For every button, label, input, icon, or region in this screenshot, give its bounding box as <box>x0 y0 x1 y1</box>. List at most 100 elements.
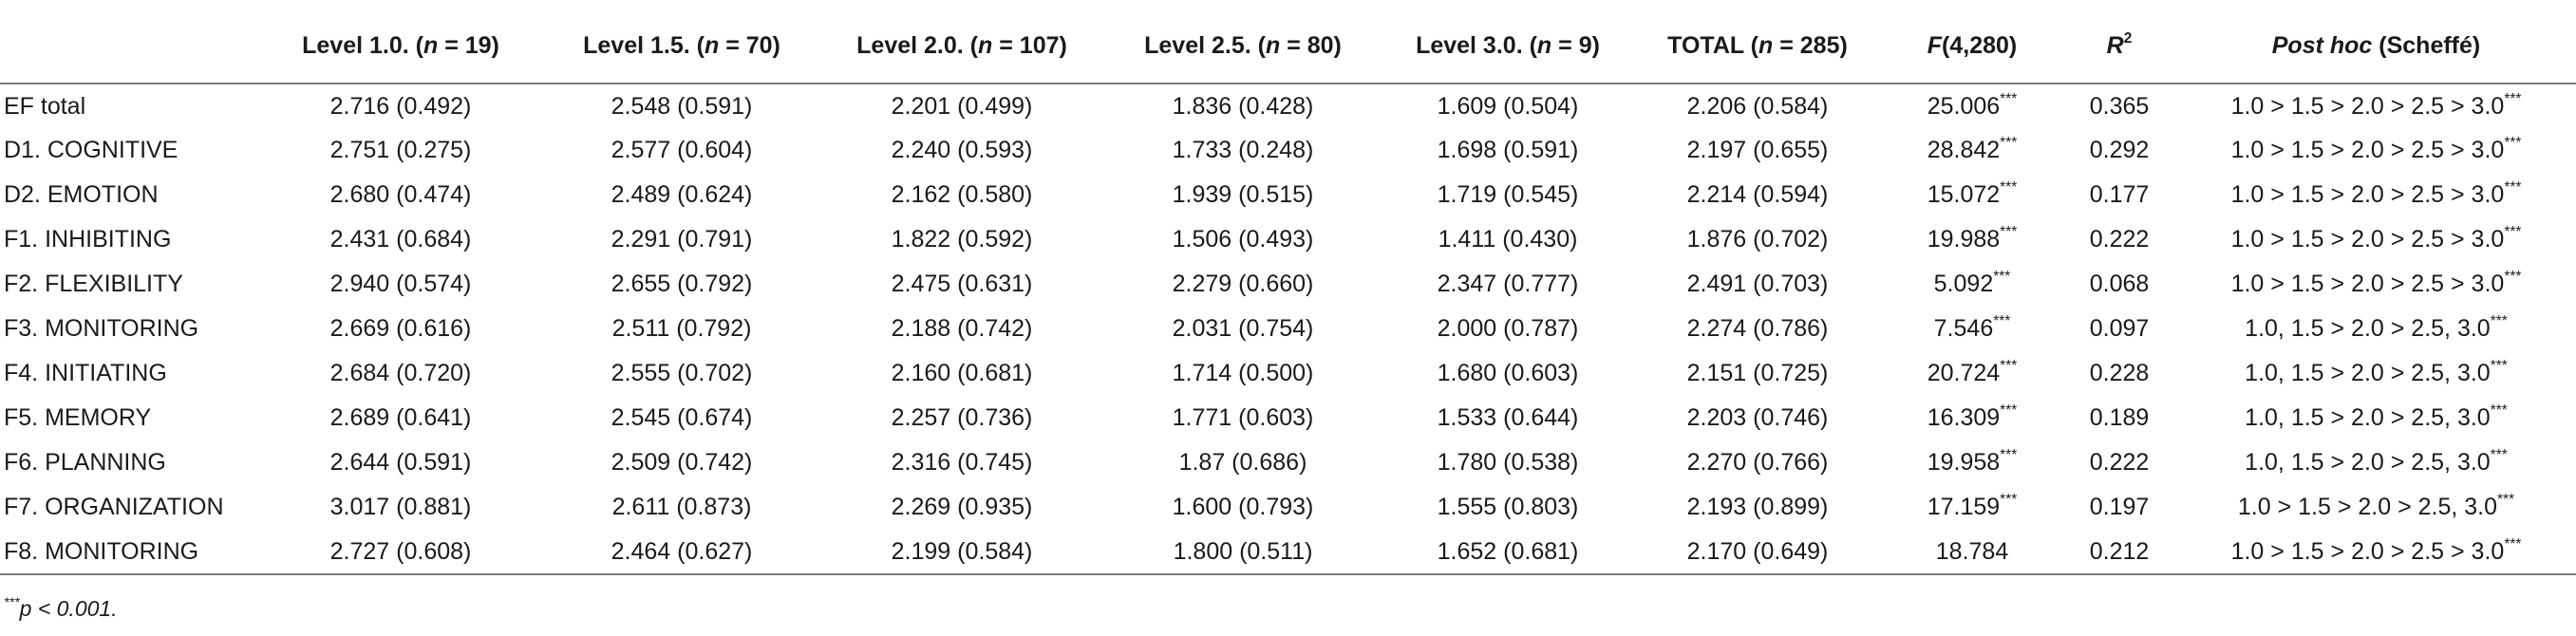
f-value: 19.988 <box>1927 226 2001 253</box>
f-cell: 28.842*** <box>1882 128 2062 173</box>
posthoc-cell: 1.0, 1.5 > 2.0 > 2.5, 3.0*** <box>2176 440 2576 485</box>
posthoc-value: 1.0 > 1.5 > 2.0 > 2.5 > 3.0 <box>2230 92 2505 120</box>
column-header-suffix: (Scheffé) <box>2372 32 2481 59</box>
table-cell: 2.160 (0.681) <box>891 360 1033 386</box>
table-cell: 2.611 (0.873) <box>611 494 752 520</box>
column-header: Level 1.0. (n = 19) <box>258 9 543 84</box>
table-cell: 2.727 (0.608) <box>258 530 543 575</box>
table-row: F6. PLANNING 2.644 (0.591) 2.509 (0.742) 2.… <box>0 440 2576 485</box>
table-cell: 2.269 (0.935) <box>891 494 1033 520</box>
f-cell: 16.309*** <box>1882 396 2062 440</box>
table-cell: 1.876 (0.702) <box>1686 226 1829 253</box>
table-cell: 1.652 (0.681) <box>1382 530 1633 575</box>
r2-cell: 0.212 <box>2062 530 2176 575</box>
column-header-suffix: = 70) <box>719 32 780 59</box>
row-label: F6. PLANNING <box>4 449 166 476</box>
column-header: Level 2.0. (n = 107) <box>820 9 1103 84</box>
posthoc-cell: 1.0 > 1.5 > 2.0 > 2.5 > 3.0*** <box>2176 128 2576 173</box>
column-header-italic: n <box>1265 32 1281 59</box>
f-cell: 17.159*** <box>1882 485 2062 530</box>
table-cell: 2.197 (0.655) <box>1686 137 1829 163</box>
table-cell: 1.719 (0.545) <box>1437 181 1579 208</box>
r2-cell: 0.222 <box>2089 226 2150 253</box>
column-header: F(4,280) <box>1882 9 2062 84</box>
table-cell: 2.475 (0.631) <box>891 271 1033 297</box>
column-header-prefix: Level 2.5. ( <box>1144 32 1266 59</box>
posthoc-cell: 1.0 > 1.5 > 2.0 > 2.5 > 3.0*** <box>2176 84 2576 128</box>
f-value: 25.006 <box>1927 92 2001 120</box>
f-sig: *** <box>2000 135 2018 152</box>
r2-cell: 0.189 <box>2089 404 2150 431</box>
table-row: F1. INHIBITING 2.431 (0.684) 2.291 (0.791)… <box>0 217 2576 262</box>
f-cell: 5.092*** <box>1882 262 2062 307</box>
f-sig: *** <box>2000 402 2018 420</box>
table-cell: 1.698 (0.591) <box>1437 137 1579 163</box>
posthoc-cell: 1.0 > 1.5 > 2.0 > 2.5 > 3.0*** <box>2176 173 2576 217</box>
table-cell: 3.017 (0.881) <box>329 494 472 520</box>
row-label: F4. INITIATING <box>4 360 167 386</box>
r2-cell: 0.222 <box>2089 449 2150 476</box>
posthoc-value: 1.0, 1.5 > 2.0 > 2.5, 3.0 <box>2245 404 2491 431</box>
table-cell: 1.714 (0.500) <box>1172 360 1314 386</box>
table-cell: 2.000 (0.787) <box>1437 315 1579 342</box>
column-header-italic: n <box>704 32 720 59</box>
posthoc-value: 1.0, 1.5 > 2.0 > 2.5, 3.0 <box>2245 360 2491 386</box>
table-cell: 2.555 (0.702) <box>611 360 753 386</box>
posthoc-cell: 1.0 > 1.5 > 2.0 > 2.5 > 3.0*** <box>2176 530 2576 575</box>
column-header: Level 1.5. (n = 70) <box>543 9 820 84</box>
column-header-italic: R <box>2106 32 2124 59</box>
posthoc-sig: *** <box>2504 179 2522 196</box>
posthoc-sig: *** <box>2490 402 2508 420</box>
table-cell: 2.644 (0.591) <box>329 449 472 476</box>
table-cell: 2.940 (0.574) <box>329 271 472 297</box>
f-sig: *** <box>2000 179 2018 196</box>
table-cell: 2.240 (0.593) <box>891 137 1033 163</box>
table-cell: 1.555 (0.803) <box>1437 494 1579 520</box>
f-value: 28.842 <box>1927 137 2001 163</box>
row-label: F7. ORGANIZATION <box>4 494 224 520</box>
row-label: F8. MONITORING <box>0 530 258 575</box>
posthoc-cell: 1.0 > 1.5 > 2.0 > 2.5, 3.0*** <box>2176 485 2576 530</box>
column-header-suffix: (4,280) <box>1942 32 2018 59</box>
posthoc-value: 1.0 > 1.5 > 2.0 > 2.5 > 3.0 <box>2230 226 2505 253</box>
posthoc-value: 1.0 > 1.5 > 2.0 > 2.5, 3.0 <box>2237 494 2498 520</box>
f-sig: *** <box>1993 313 2011 330</box>
table-cell: 2.680 (0.474) <box>329 181 472 208</box>
table-cell: 1.506 (0.493) <box>1172 226 1314 253</box>
table-cell: 2.270 (0.766) <box>1686 449 1829 476</box>
posthoc-value: 1.0 > 1.5 > 2.0 > 2.5 > 3.0 <box>2230 537 2505 565</box>
column-header-suffix: = 107) <box>992 32 1067 59</box>
table-cell: 2.509 (0.742) <box>611 449 753 476</box>
column-header: Level 2.5. (n = 80) <box>1103 9 1382 84</box>
r2-cell: 0.197 <box>2089 494 2150 520</box>
table-row: F4. INITIATING 2.684 (0.720) 2.555 (0.702)… <box>0 351 2576 396</box>
posthoc-value: 1.0, 1.5 > 2.0 > 2.5, 3.0 <box>2245 449 2491 476</box>
posthoc-value: 1.0 > 1.5 > 2.0 > 2.5 > 3.0 <box>2230 137 2505 163</box>
table-cell: 2.203 (0.746) <box>1686 404 1829 431</box>
table-row: F7. ORGANIZATION 3.017 (0.881) 2.611 (0.87… <box>0 485 2576 530</box>
column-header-sup: 2 <box>2123 30 2133 47</box>
table-row: F5. MEMORY 2.689 (0.641) 2.545 (0.674) 2.25… <box>0 396 2576 440</box>
table-cell: 2.188 (0.742) <box>891 315 1033 342</box>
column-header-suffix: = 80) <box>1280 32 1342 59</box>
column-header-italic: n <box>1536 32 1552 59</box>
row-label: EF total <box>4 92 86 120</box>
column-header: Level 3.0. (n = 9) <box>1382 9 1633 84</box>
r2-cell: 0.292 <box>2089 137 2150 163</box>
r2-cell: 0.177 <box>2089 181 2150 208</box>
f-cell: 20.724*** <box>1882 351 2062 396</box>
posthoc-sig: *** <box>2504 224 2522 241</box>
f-sig: *** <box>2000 90 2018 107</box>
column-header-suffix: = 285) <box>1773 32 1848 59</box>
posthoc-cell: 1.0 > 1.5 > 2.0 > 2.5 > 3.0*** <box>2176 217 2576 262</box>
table-cell: 2.199 (0.584) <box>820 530 1103 575</box>
column-header-prefix: Level 1.5. ( <box>583 32 705 59</box>
table-cell: 1.680 (0.603) <box>1437 360 1579 386</box>
table-cell: 2.151 (0.725) <box>1686 360 1829 386</box>
row-label: F3. MONITORING <box>4 315 199 342</box>
table-cell: 2.206 (0.584) <box>1686 92 1829 120</box>
posthoc-sig: *** <box>2490 313 2508 330</box>
f-value: 20.724 <box>1927 360 2001 386</box>
f-value: 18.784 <box>1935 537 2009 565</box>
posthoc-value: 1.0 > 1.5 > 2.0 > 2.5 > 3.0 <box>2230 271 2505 297</box>
